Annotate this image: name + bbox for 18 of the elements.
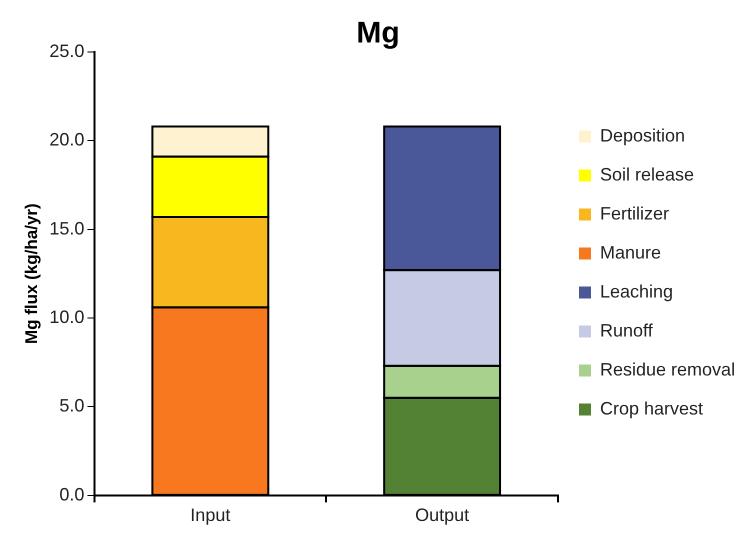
legend-label: Crop harvest (600, 398, 704, 418)
y-tick-label: 15.0 (49, 218, 84, 238)
chart-title: Mg (356, 16, 400, 50)
legend-label: Deposition (600, 125, 686, 146)
legend-label: Fertilizer (600, 203, 670, 224)
y-tick-label: 0.0 (59, 484, 84, 504)
y-tick-label: 5.0 (59, 396, 84, 416)
legend-label: Leaching (600, 281, 674, 302)
y-axis-title: Mg flux (kg/ha/yr) (22, 203, 41, 344)
legend-label: Runoff (600, 320, 654, 340)
y-tick-label: 10.0 (49, 307, 84, 328)
legend-label: Manure (600, 242, 662, 262)
legend-label: Residue removal (600, 359, 736, 380)
y-tick-label: 20.0 (49, 130, 84, 150)
legend-label: Soil release (600, 164, 694, 184)
x-tick-label: Input (190, 505, 230, 526)
y-tick-label: 25.0 (49, 40, 84, 61)
x-tick-label: Output (415, 505, 470, 526)
